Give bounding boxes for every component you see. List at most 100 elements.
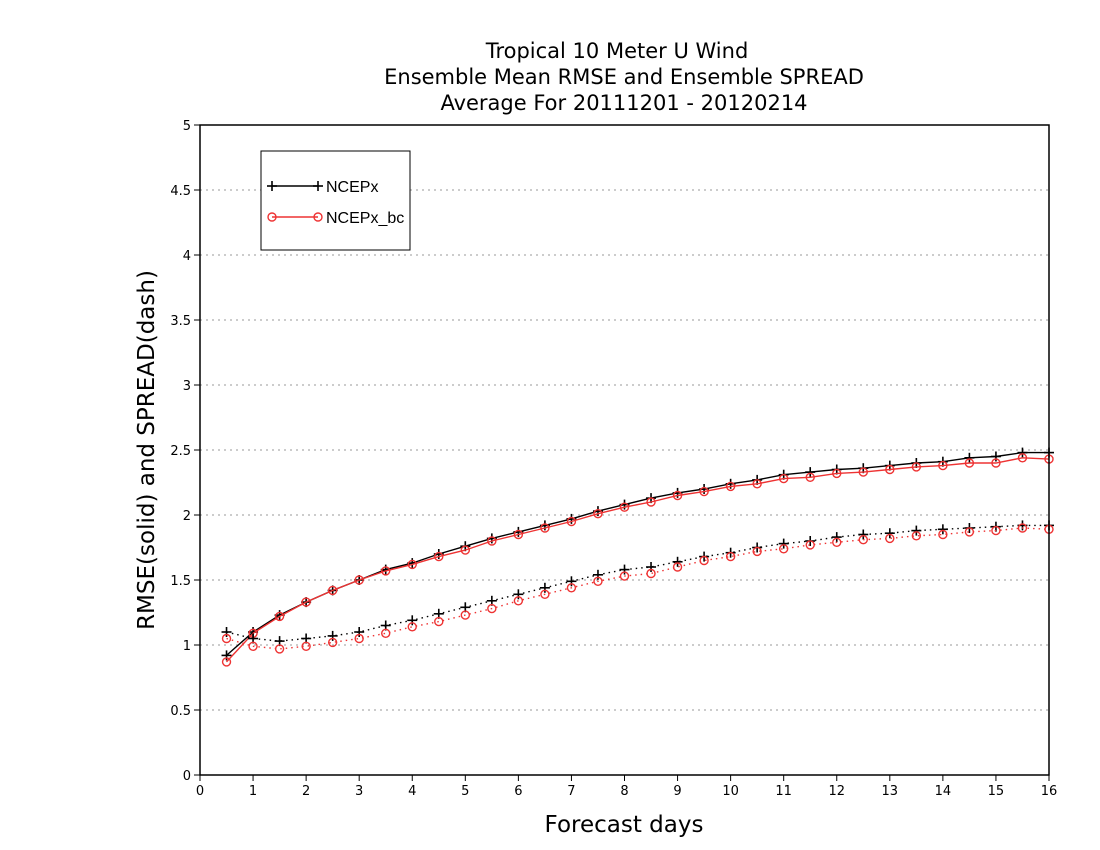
- x-tick-label: 0: [196, 784, 204, 799]
- series-dotted-ncepx-bc: [221, 523, 1054, 654]
- x-axis: 0 1 2 3 4 5 6 7 8 9 10 11 12 13 14 15 16: [196, 775, 1057, 799]
- data-point-circle: [487, 536, 497, 546]
- data-point-circle: [911, 531, 922, 541]
- x-tick-label: 4: [408, 784, 416, 799]
- data-point-circle: [832, 537, 842, 547]
- title-line-3: Average For 20111201 - 20120214: [440, 91, 807, 115]
- x-tick-label: 1: [249, 784, 257, 799]
- series-line: [226, 527, 1050, 650]
- data-point-circle: [699, 555, 709, 566]
- data-point-circle: [1017, 523, 1028, 533]
- y-tick-label: 0.5: [170, 704, 191, 719]
- data-point-circle: [964, 458, 975, 468]
- x-tick-label: 5: [461, 784, 469, 799]
- series-solid-ncepx: [221, 447, 1054, 661]
- data-point-circle: [672, 490, 683, 501]
- data-point-circle: [540, 589, 550, 599]
- data-point-circle: [434, 616, 444, 627]
- data-point-circle: [752, 546, 762, 557]
- data-point-circle: [301, 597, 311, 607]
- data-point-circle: [460, 545, 471, 555]
- x-tick-label: 13: [882, 784, 899, 799]
- data-point-circle: [991, 525, 1001, 536]
- data-point-circle: [221, 633, 232, 644]
- series-layer: [221, 447, 1054, 667]
- series-line: [225, 457, 1050, 663]
- data-point-circle: [646, 497, 656, 507]
- data-point-circle: [885, 533, 895, 544]
- data-point-circle: [566, 583, 577, 593]
- x-tick-label: 9: [673, 784, 681, 799]
- x-tick-label: 6: [514, 784, 522, 799]
- y-axis: 0 0.5 1 1.5 2 2.5 3 3.5 4 4.5 5: [170, 119, 200, 784]
- data-point-circle: [593, 576, 603, 586]
- data-point-circle: [593, 509, 603, 519]
- y-tick-label: 0: [183, 769, 191, 784]
- data-point-circle: [274, 611, 285, 622]
- data-point-circle: [778, 473, 789, 484]
- data-point-circle: [752, 479, 762, 489]
- data-point-circle: [566, 516, 577, 527]
- data-point-circle: [327, 637, 338, 648]
- y-tick-label: 4: [183, 249, 191, 264]
- series-solid-ncepx-bc: [221, 453, 1054, 667]
- data-point-circle: [805, 540, 815, 550]
- data-point-circle: [540, 523, 550, 533]
- data-point-circle: [381, 566, 391, 576]
- data-point-circle: [938, 460, 948, 471]
- data-point-circle: [964, 527, 975, 537]
- x-axis-label: Forecast days: [545, 812, 704, 838]
- data-point-circle: [646, 568, 656, 579]
- data-point-circle: [725, 481, 736, 492]
- y-tick-label: 1: [183, 639, 191, 654]
- x-tick-label: 10: [722, 784, 739, 799]
- data-point-circle: [407, 622, 417, 632]
- data-point-circle: [725, 551, 736, 562]
- data-point-circle: [513, 529, 524, 540]
- data-point-circle: [267, 212, 277, 222]
- data-point-circle: [991, 458, 1001, 468]
- y-tick-label: 1.5: [170, 574, 191, 589]
- x-tick-label: 11: [775, 784, 792, 799]
- data-point-circle: [248, 641, 258, 651]
- data-point-circle: [778, 544, 789, 554]
- data-point-circle: [301, 641, 311, 651]
- gridlines: [200, 189, 1049, 711]
- data-point-circle: [858, 535, 868, 545]
- legend: NCEPx NCEPx_bc: [260, 150, 411, 251]
- data-point-circle: [1017, 453, 1028, 463]
- title-line-1: Tropical 10 Meter U Wind: [485, 39, 749, 63]
- series-line: [226, 451, 1049, 656]
- x-tick-label: 8: [620, 784, 628, 799]
- data-point-circle: [434, 551, 444, 562]
- data-point-circle: [805, 472, 815, 482]
- x-tick-label: 3: [355, 784, 363, 799]
- data-point-circle: [672, 562, 683, 572]
- data-point-circle: [274, 644, 285, 654]
- y-axis-label: RMSE(solid) and SPREAD(dash): [134, 270, 160, 630]
- y-tick-label: 2.5: [170, 444, 191, 459]
- y-tick-label: 3: [183, 379, 191, 394]
- data-point-circle: [221, 657, 232, 667]
- data-point-circle: [858, 467, 868, 477]
- data-point-circle: [938, 529, 948, 540]
- title-line-2: Ensemble Mean RMSE and Ensemble SPREAD: [384, 65, 864, 89]
- data-point-circle: [885, 464, 895, 475]
- x-tick-label: 14: [935, 784, 952, 799]
- data-point-circle: [619, 502, 630, 512]
- legend-label: NCEPx_bc: [326, 210, 404, 227]
- data-point-circle: [407, 559, 417, 570]
- data-point-circle: [832, 468, 842, 479]
- y-tick-label: 2: [183, 509, 191, 524]
- legend-label: NCEPx: [326, 179, 378, 196]
- series-line: [226, 524, 1049, 642]
- data-point-circle: [911, 462, 922, 472]
- data-point-circle: [327, 585, 338, 596]
- series-dotted-ncepx: [221, 520, 1054, 647]
- data-point-circle: [513, 596, 524, 606]
- chart-title: Tropical 10 Meter U Wind Ensemble Mean R…: [384, 39, 864, 115]
- data-point-circle: [354, 575, 364, 585]
- data-point-circle: [487, 603, 497, 614]
- x-tick-label: 15: [988, 784, 1005, 799]
